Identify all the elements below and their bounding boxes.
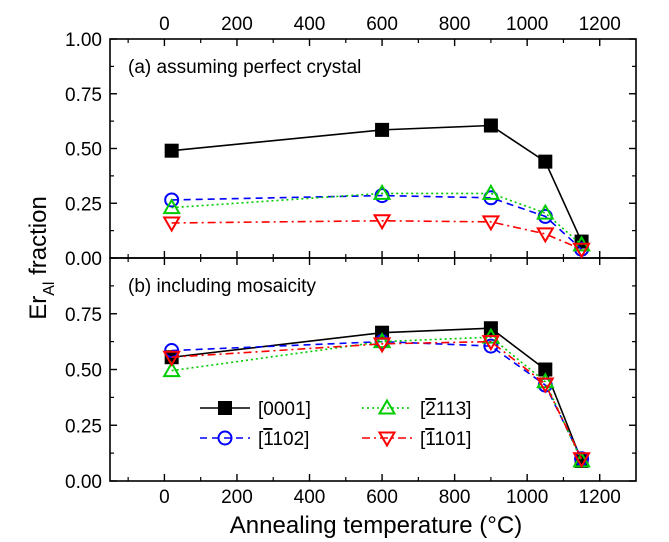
data-point: [536, 227, 555, 244]
y-axis-label-main: Er: [25, 296, 52, 320]
data-point: [481, 335, 501, 352]
legend-marker: [377, 398, 397, 415]
bottom-x-tick-label: 800: [439, 487, 471, 508]
data-point: [162, 198, 181, 215]
data-point: [572, 242, 591, 259]
y-tick-label: 1.00: [65, 30, 102, 51]
legend-marker: [217, 430, 233, 446]
y-axis-label-sub: Al: [41, 282, 58, 296]
top-x-tick-label: 400: [294, 14, 326, 35]
data-point: [538, 154, 553, 169]
bottom-x-tick-label: 200: [221, 487, 253, 508]
data-point: [162, 350, 181, 367]
data-point: [372, 337, 392, 354]
data-point: [372, 183, 392, 200]
bottom-x-tick-label: 400: [294, 487, 326, 508]
legend-marker: [377, 431, 397, 448]
svg-text:ErAl fraction: ErAl fraction: [25, 196, 58, 320]
y-tick-label: 0.25: [65, 416, 102, 437]
panel-a-annotation: (a) assuming perfect crystal: [128, 57, 361, 78]
top-x-tick-label: 200: [221, 14, 253, 35]
series-line: [171, 336, 583, 462]
bottom-x-tick-label: 1200: [579, 487, 621, 508]
top-x-tick-label: 600: [366, 14, 398, 35]
data-point: [164, 192, 180, 208]
data-point: [536, 377, 555, 394]
bottom-x-tick-label: 0: [159, 487, 170, 508]
bottom-x-tick-label: 600: [366, 487, 398, 508]
y-tick-label: 0.00: [65, 249, 102, 270]
top-x-tick-label: 1000: [506, 14, 548, 35]
series-line: [171, 124, 583, 242]
series-line: [171, 219, 582, 250]
y-tick-label: 0.75: [65, 305, 102, 326]
data-point: [375, 122, 390, 137]
data-point: [372, 332, 392, 349]
legend-label: [1101]: [420, 429, 471, 450]
y-axis-label: ErAl fraction: [25, 196, 58, 320]
top-x-tick-label: 0: [159, 14, 170, 35]
y-tick-label: 0.75: [65, 85, 102, 106]
legend-label: [1102]: [258, 429, 309, 450]
y-tick-label: 0.25: [65, 194, 102, 215]
y-axis-label-rest: fraction: [25, 196, 52, 281]
series-line: [171, 340, 583, 460]
data-point: [536, 203, 555, 220]
data-point: [162, 361, 181, 378]
series-line: [171, 192, 583, 246]
series-line: [171, 340, 583, 460]
panel-b-annotation: (b) including mosaicity: [128, 276, 316, 297]
data-point: [481, 215, 501, 232]
data-point: [483, 118, 498, 133]
data-point: [164, 143, 179, 158]
y-tick-label: 0.50: [65, 140, 102, 161]
legend-marker: [218, 401, 232, 415]
top-x-tick-label: 1200: [579, 14, 621, 35]
data-point: [162, 216, 181, 233]
data-point: [481, 183, 501, 200]
legend-label: [2113]: [420, 399, 471, 420]
x-axis-label: Annealing temperature (°C): [230, 512, 522, 539]
bottom-x-tick-label: 1000: [506, 487, 548, 508]
data-point: [372, 214, 392, 231]
y-tick-label: 0.00: [65, 472, 102, 493]
data-point: [572, 452, 591, 469]
legend-label: [0001]: [258, 399, 311, 420]
y-tick-label: 0.50: [65, 361, 102, 382]
top-x-tick-label: 800: [439, 14, 471, 35]
